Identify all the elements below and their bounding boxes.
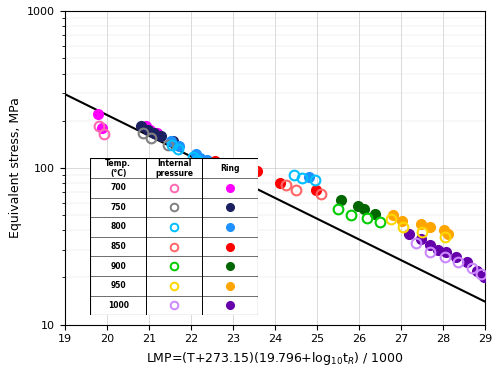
X-axis label: LMP=(T+273.15)(19.796+log$_{10}$t$_R$) / 1000: LMP=(T+273.15)(19.796+log$_{10}$t$_R$) /… xyxy=(146,350,404,367)
Y-axis label: Equivalent stress, MPa: Equivalent stress, MPa xyxy=(8,97,22,238)
